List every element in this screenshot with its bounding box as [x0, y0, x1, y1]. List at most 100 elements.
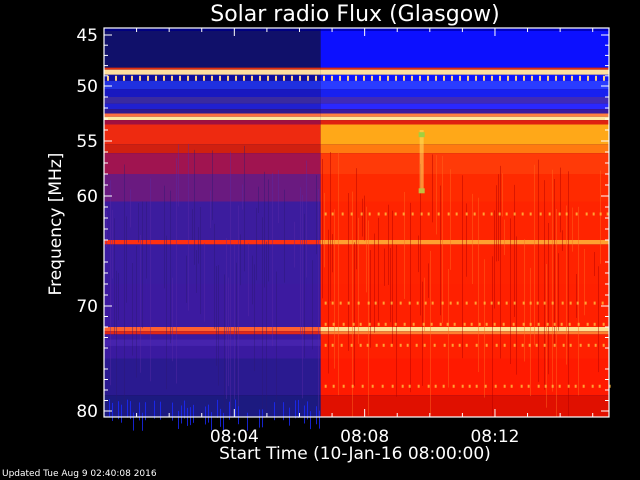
streak [278, 170, 279, 224]
streak [428, 263, 429, 298]
streak [494, 210, 495, 309]
tick-dot [131, 75, 133, 81]
burst-dot [391, 384, 394, 388]
streak [440, 185, 441, 316]
burst-dot [441, 301, 444, 305]
burst-dot [402, 212, 405, 216]
streak [276, 271, 277, 409]
streak [330, 152, 331, 302]
burst-dot [368, 322, 371, 326]
burst-dot [551, 301, 554, 305]
streak [432, 154, 433, 223]
streak [230, 151, 231, 417]
tick-dot [419, 75, 421, 81]
burst-dot [415, 343, 418, 347]
band-after-17 [320, 201, 609, 240]
streak [450, 169, 451, 270]
burst-dot [528, 343, 531, 347]
burst-dot [351, 384, 354, 388]
band-before-6 [104, 89, 321, 97]
streak [530, 267, 531, 397]
streak [534, 164, 535, 346]
band-after-13 [320, 124, 609, 145]
streak [234, 244, 235, 400]
burst-dot [416, 301, 419, 305]
low-spike [184, 400, 185, 419]
burst-dot [574, 384, 577, 388]
streak [272, 172, 273, 347]
tick-dot [123, 75, 125, 81]
burst-dot [520, 384, 523, 388]
low-spike [178, 410, 179, 429]
burst-dot [331, 212, 334, 216]
burst-dot [394, 322, 397, 326]
burst-dot [350, 212, 353, 216]
burst-dot [497, 301, 500, 305]
plot-frame [103, 27, 610, 418]
streak [396, 244, 397, 397]
interference-spot-1 [418, 132, 425, 138]
band-before-10 [104, 113, 321, 117]
streak [236, 262, 237, 395]
x-tick-label: 08:04 [210, 427, 259, 447]
burst-dot [399, 343, 402, 347]
tick-dot [427, 75, 429, 81]
burst-dot [475, 384, 478, 388]
streak [584, 248, 585, 316]
streak [164, 185, 165, 289]
streak [538, 159, 539, 382]
streak [338, 152, 339, 396]
streak [294, 221, 295, 268]
streak [146, 201, 147, 279]
streak [110, 180, 111, 386]
streak [262, 217, 263, 417]
tick-dot [267, 75, 269, 81]
burst-dot [427, 384, 430, 388]
tick-dot [603, 75, 605, 81]
streak [466, 203, 467, 277]
streak [334, 209, 335, 369]
y-tick-label: 70 [76, 297, 98, 317]
burst-dot [601, 301, 604, 305]
streak [244, 145, 245, 272]
tick-dot [539, 75, 541, 81]
tick-dot [275, 75, 277, 81]
band-after-0 [320, 28, 609, 31]
burst-dot [442, 384, 445, 388]
burst-dot [585, 212, 588, 216]
tick-dot [331, 75, 333, 81]
streak [492, 256, 493, 417]
burst-dot [443, 343, 446, 347]
burst-dot [332, 322, 335, 326]
burst-dot [411, 212, 414, 216]
burst-dot [485, 343, 488, 347]
streak [266, 241, 267, 411]
streak [176, 158, 177, 384]
burst-dot [474, 301, 477, 305]
burst-dot [482, 212, 485, 216]
tick-dot [163, 75, 165, 81]
burst-dot [505, 212, 508, 216]
burst-dot [390, 301, 393, 305]
band-before-16 [104, 174, 321, 202]
low-spike [274, 402, 275, 421]
streak [124, 164, 125, 417]
tick-dot [323, 75, 325, 81]
burst-dot [347, 301, 350, 305]
low-spike [133, 412, 134, 431]
streak [302, 194, 303, 399]
burst-dot [606, 212, 609, 216]
band-after-6 [320, 89, 609, 97]
streak [328, 229, 329, 374]
band-before-12 [104, 120, 321, 125]
streak [172, 277, 173, 362]
streak [418, 235, 419, 273]
streak [216, 266, 217, 366]
burst-dot [342, 322, 345, 326]
burst-dot [366, 343, 369, 347]
burst-dot [513, 343, 516, 347]
burst-dot [403, 322, 406, 326]
streak [514, 184, 515, 317]
low-spike [130, 401, 131, 420]
streak [478, 197, 479, 373]
